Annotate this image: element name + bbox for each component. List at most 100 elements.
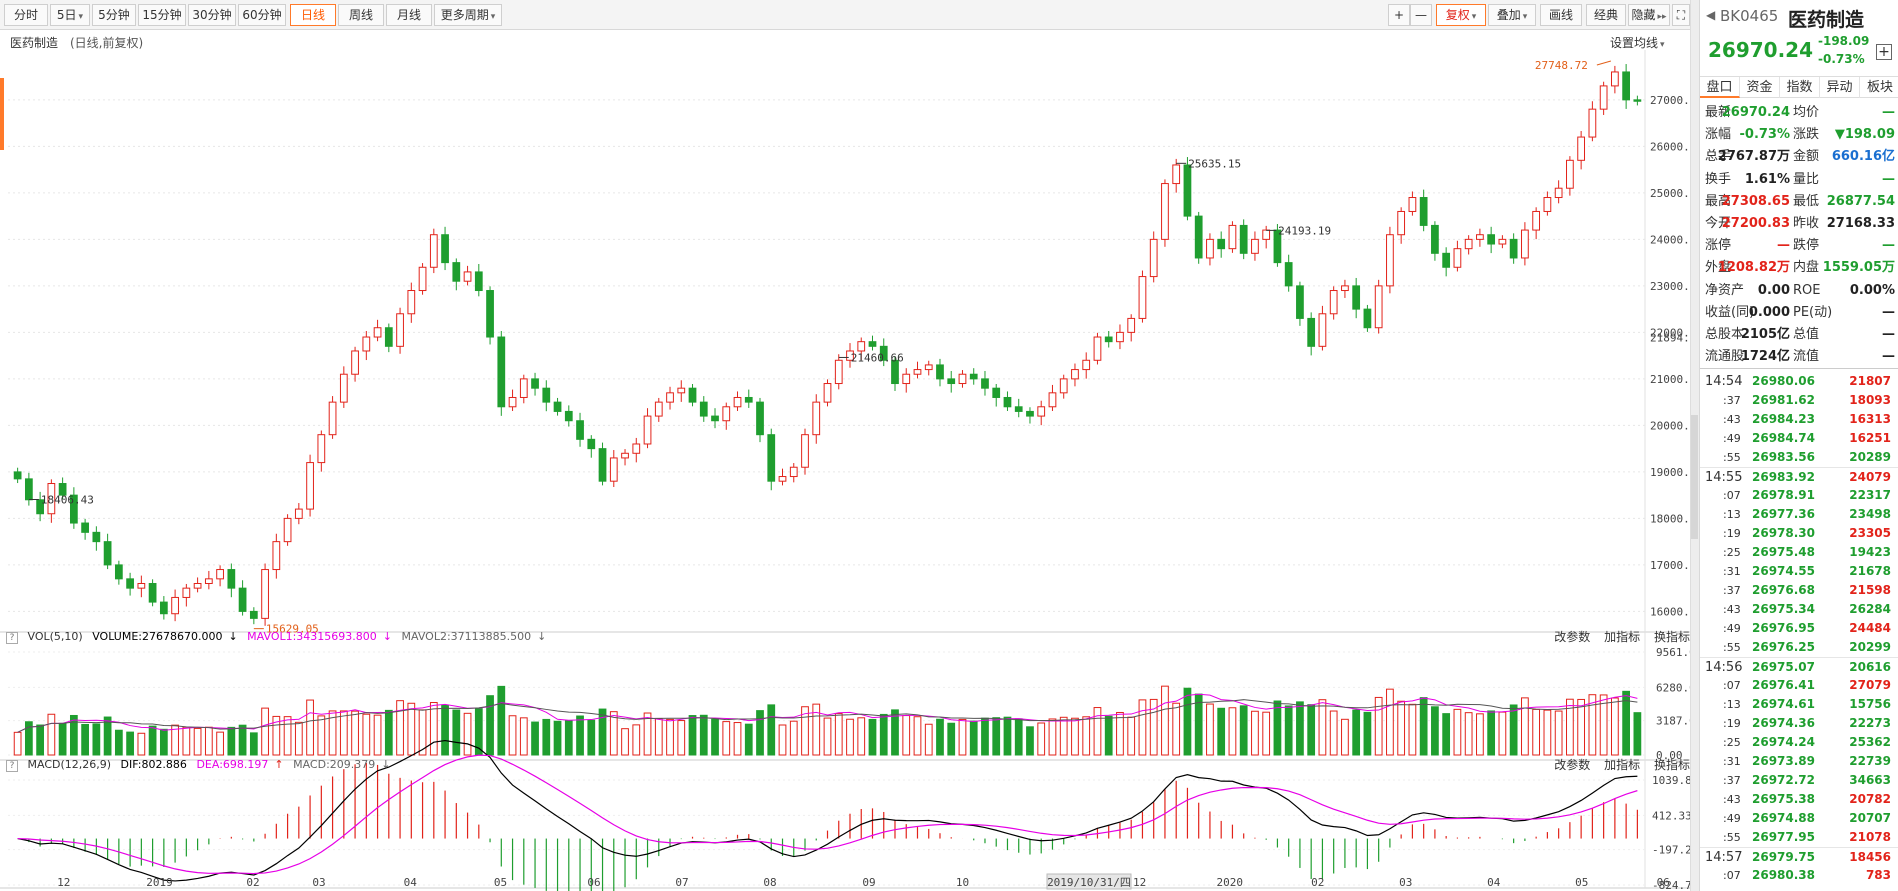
edit-params-button[interactable]: 改参数: [1554, 630, 1591, 644]
volume-bar-down: [969, 720, 978, 756]
volume-bar-down: [81, 723, 89, 756]
period-tab-monthly[interactable]: 月线: [386, 4, 432, 26]
period-tab-60min[interactable]: 60分钟: [238, 4, 286, 26]
add-indicator-button[interactable]: 加指标: [1604, 758, 1641, 772]
macd-tick-label: -824.75: [1652, 879, 1690, 891]
price-tick-label: 16000.0: [1650, 605, 1690, 618]
candle-down: [1487, 234, 1496, 245]
candle-down: [744, 396, 753, 403]
tab-funds[interactable]: 资金: [1740, 77, 1780, 98]
splitter-handle[interactable]: [1691, 415, 1698, 539]
draw-line-button[interactable]: 画线: [1540, 4, 1582, 26]
volume-bar-down: [441, 704, 449, 756]
candle-down: [1284, 262, 1293, 287]
fullscreen-icon[interactable]: ⛶: [1672, 4, 1690, 26]
help-icon[interactable]: ?: [6, 632, 18, 644]
more-periods-dropdown[interactable]: 更多周期 ▾: [434, 4, 502, 26]
period-tab-5min[interactable]: 5分钟: [92, 4, 136, 26]
chevron-down-icon: ▾: [1660, 40, 1665, 50]
classic-button[interactable]: 经典: [1586, 4, 1626, 26]
tick-time: :49: [1723, 432, 1741, 445]
kline-chart[interactable]: 27000.0 26000.0 25000.0 24000.0 23000.0 22000…: [0, 50, 1690, 891]
stock-code: BK0465: [1720, 7, 1779, 25]
period-tab-weekly[interactable]: 周线: [338, 4, 384, 26]
tick-price: 26975.48: [1752, 545, 1816, 559]
volume-bar-up: [1611, 697, 1619, 756]
switch-indicator-button[interactable]: 换指标: [1653, 758, 1690, 772]
volume-bar-up: [13, 731, 22, 756]
tick-volume: 21678: [1849, 564, 1891, 578]
volume-bar-down: [24, 721, 33, 756]
price-tick-label: 25000.0: [1650, 187, 1690, 200]
edit-params-button[interactable]: 改参数: [1554, 758, 1591, 772]
candle-up: [924, 364, 933, 371]
tab-index[interactable]: 指数: [1780, 77, 1820, 98]
tick-price: 26974.88: [1752, 811, 1816, 825]
candle-down: [238, 587, 247, 612]
candle-down: [474, 271, 483, 292]
tick-volume: 16313: [1849, 412, 1891, 426]
volume-bar-down: [1273, 700, 1282, 756]
add-indicator-button[interactable]: 加指标: [1604, 630, 1641, 644]
period-tab-5day[interactable]: 5日 ▾: [50, 4, 90, 26]
tick-row: :25 26974.24 25362: [1700, 733, 1898, 752]
help-icon[interactable]: ?: [6, 760, 18, 772]
stat-value: 27308.65: [1721, 193, 1790, 209]
tick-price: 26984.23: [1752, 412, 1816, 426]
stat-label: 涨幅: [1705, 127, 1732, 143]
ma-settings-dropdown[interactable]: 设置均线 ▾: [1610, 36, 1665, 50]
tick-price: 26983.92: [1752, 470, 1816, 484]
candle-down: [103, 541, 112, 566]
zoom-out-button[interactable]: —: [1410, 4, 1432, 26]
add-watchlist-icon[interactable]: +: [1876, 44, 1892, 60]
switch-indicator-button[interactable]: 换指标: [1653, 630, 1690, 644]
x-tick-label: 07: [675, 876, 688, 889]
divider: [1700, 368, 1898, 369]
tab-sector[interactable]: 板块: [1866, 80, 1893, 95]
x-tick-label: 03: [1399, 876, 1412, 889]
tick-price: 26981.62: [1752, 393, 1816, 407]
price-tick-label: 21000.0: [1650, 373, 1690, 386]
candle-up: [1037, 406, 1046, 417]
candle-down: [1026, 410, 1034, 417]
tick-price: 26974.61: [1752, 697, 1816, 711]
chevron-left-icon[interactable]: ◀: [1706, 8, 1716, 22]
tab-pankou[interactable]: 盘口: [1700, 77, 1740, 98]
stat-label: 跌停: [1793, 238, 1820, 254]
tick-time: :43: [1723, 793, 1741, 806]
macd-indicator-tools: 改参数 加指标 换指标: [1544, 756, 1690, 774]
period-tab-fenshi[interactable]: 分时: [4, 4, 48, 26]
volume-bar-down: [542, 718, 551, 756]
volume-bar-down: [992, 717, 1001, 756]
tick-price: 26974.36: [1752, 716, 1816, 730]
volume-bar-up: [137, 732, 146, 756]
candle-up: [789, 466, 798, 478]
tick-volume: 23498: [1849, 507, 1891, 521]
tick-row: :43 26975.34 26284: [1700, 600, 1898, 619]
volume-bar-down: [92, 723, 101, 756]
volume-bar-down: [384, 709, 393, 756]
volume-bar-up: [272, 715, 281, 756]
tick-time: :55: [1723, 641, 1741, 654]
volume-bar-up: [1228, 707, 1237, 756]
overlay-dropdown[interactable]: 叠加 ▾: [1488, 4, 1536, 26]
adjust-rights-dropdown[interactable]: 复权 ▾: [1436, 4, 1486, 26]
x-tick-label: 02: [246, 876, 259, 889]
candle-up: [1127, 317, 1136, 333]
zoom-in-button[interactable]: +: [1388, 4, 1410, 26]
candle-down: [92, 531, 101, 543]
tab-anomaly[interactable]: 异动: [1820, 77, 1860, 98]
period-tab-15min[interactable]: 15分钟: [138, 4, 186, 26]
x-tick-label: 10: [956, 876, 969, 889]
volume-bar-down: [1442, 713, 1451, 756]
tick-row: :49 26974.88 20707: [1700, 809, 1898, 828]
stat-row: 最新 26970.24 均价 —: [1705, 102, 1895, 124]
hide-panel-button[interactable]: 隐藏 ▸▸: [1628, 4, 1670, 26]
vol-tick-label: 3187.00: [1656, 715, 1690, 728]
volume-bar-down: [1431, 706, 1439, 756]
candle-down: [486, 290, 494, 338]
period-tab-daily[interactable]: 日线: [290, 4, 336, 26]
candle-down: [1419, 197, 1428, 226]
period-tab-30min[interactable]: 30分钟: [188, 4, 236, 26]
